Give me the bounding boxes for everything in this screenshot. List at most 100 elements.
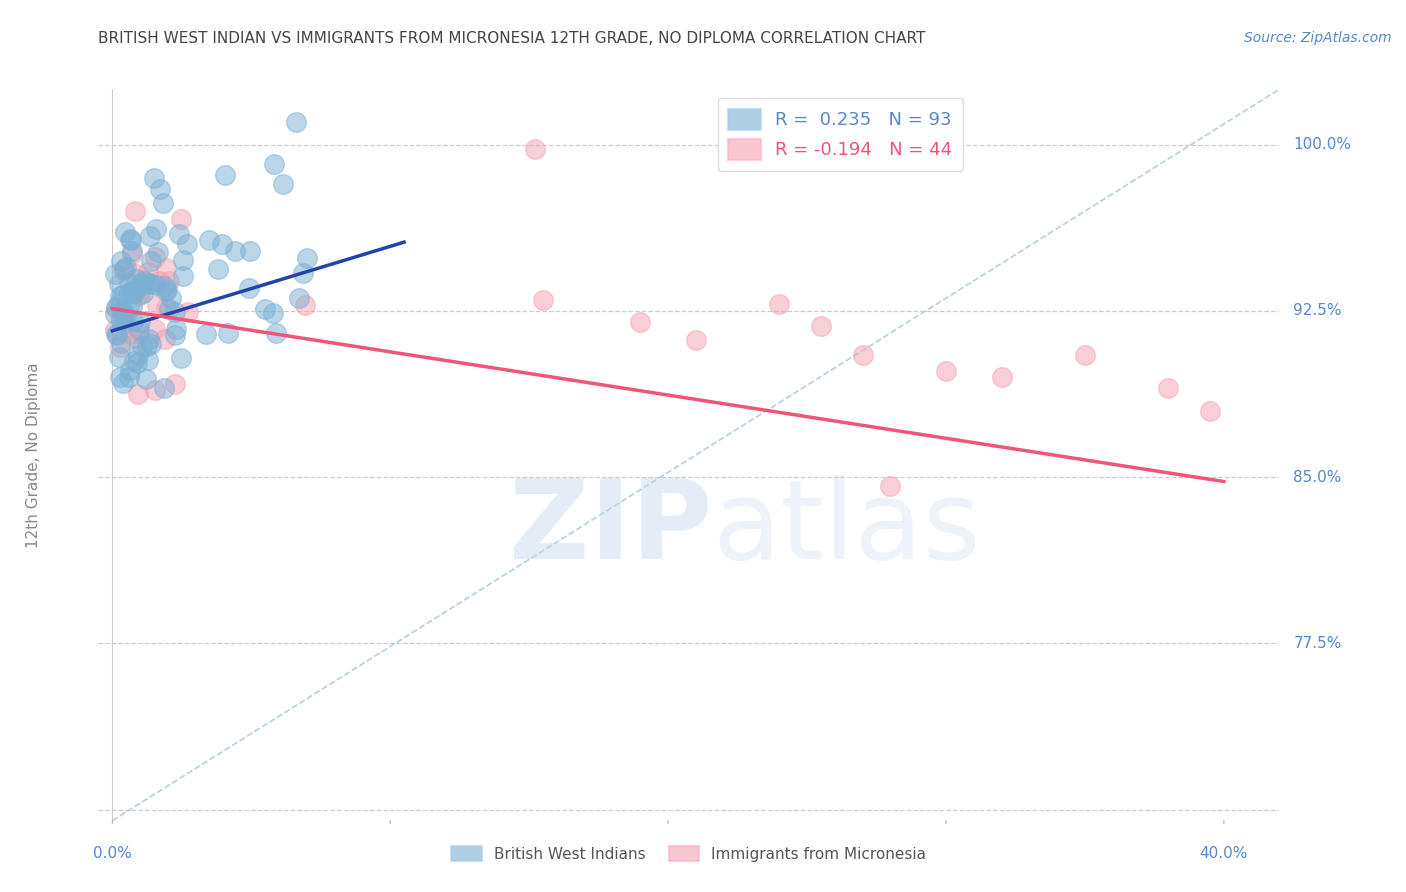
- Point: [135, 372, 157, 386]
- Point: [264, 326, 287, 340]
- Point: [139, 337, 162, 351]
- Point: [159, 291, 181, 305]
- Point: [295, 251, 318, 265]
- Text: ZIP: ZIP: [509, 475, 713, 582]
- Point: [176, 237, 198, 252]
- Point: [852, 348, 875, 362]
- Point: [107, 297, 129, 311]
- Point: [523, 142, 546, 156]
- Point: [207, 261, 229, 276]
- Point: [127, 326, 149, 340]
- Point: [143, 384, 166, 398]
- Point: [170, 211, 193, 226]
- Point: [122, 354, 145, 368]
- Point: [110, 313, 132, 327]
- Point: [124, 286, 146, 301]
- Point: [105, 327, 128, 342]
- Point: [104, 302, 127, 317]
- Point: [108, 340, 131, 354]
- Point: [198, 233, 221, 247]
- Point: [121, 247, 143, 261]
- Point: [121, 244, 143, 258]
- Point: [214, 168, 236, 182]
- Point: [136, 353, 159, 368]
- Point: [253, 302, 276, 317]
- Point: [112, 309, 135, 323]
- Point: [155, 279, 177, 293]
- Point: [143, 322, 166, 336]
- Point: [155, 284, 177, 298]
- Point: [163, 305, 186, 319]
- Point: [531, 293, 554, 307]
- Point: [990, 370, 1012, 384]
- Point: [127, 386, 149, 401]
- Point: [754, 137, 776, 152]
- Text: 100.0%: 100.0%: [1294, 137, 1351, 153]
- Point: [124, 204, 146, 219]
- Point: [127, 288, 149, 302]
- Point: [118, 363, 141, 377]
- Point: [112, 288, 135, 302]
- Point: [108, 351, 131, 365]
- Point: [134, 274, 156, 288]
- Point: [153, 332, 176, 346]
- Point: [114, 225, 136, 239]
- Point: [104, 267, 127, 281]
- Point: [118, 286, 141, 301]
- Text: 0.0%: 0.0%: [93, 846, 132, 861]
- Point: [294, 298, 316, 312]
- Point: [121, 284, 143, 298]
- Point: [136, 265, 159, 279]
- Point: [127, 348, 149, 362]
- Point: [120, 232, 142, 246]
- Text: 77.5%: 77.5%: [1294, 636, 1341, 651]
- Point: [138, 332, 160, 346]
- Point: [152, 196, 174, 211]
- Point: [149, 182, 172, 196]
- Point: [155, 301, 177, 316]
- Point: [110, 254, 132, 268]
- Point: [879, 479, 901, 493]
- Point: [177, 304, 200, 318]
- Point: [118, 276, 141, 290]
- Point: [122, 283, 145, 297]
- Point: [224, 244, 246, 258]
- Point: [935, 364, 957, 378]
- Point: [131, 278, 153, 293]
- Point: [111, 262, 134, 277]
- Point: [115, 260, 138, 274]
- Point: [128, 323, 150, 337]
- Point: [118, 299, 141, 313]
- Text: 85.0%: 85.0%: [1294, 469, 1341, 484]
- Point: [132, 273, 155, 287]
- Point: [105, 300, 128, 314]
- Point: [1074, 348, 1097, 362]
- Point: [129, 287, 152, 301]
- Text: 92.5%: 92.5%: [1294, 303, 1341, 318]
- Point: [138, 228, 160, 243]
- Point: [131, 285, 153, 300]
- Point: [148, 274, 170, 288]
- Point: [111, 302, 134, 317]
- Point: [120, 233, 142, 247]
- Point: [141, 277, 163, 291]
- Text: BRITISH WEST INDIAN VS IMMIGRANTS FROM MICRONESIA 12TH GRADE, NO DIPLOMA CORRELA: BRITISH WEST INDIAN VS IMMIGRANTS FROM M…: [98, 31, 925, 46]
- Point: [129, 314, 152, 328]
- Point: [110, 335, 132, 350]
- Text: atlas: atlas: [713, 475, 981, 582]
- Point: [131, 339, 153, 353]
- Point: [146, 244, 169, 259]
- Point: [157, 302, 180, 317]
- Point: [165, 322, 187, 336]
- Point: [143, 251, 166, 265]
- Legend: British West Indians, Immigrants from Micronesia: British West Indians, Immigrants from Mi…: [446, 839, 932, 868]
- Point: [118, 370, 141, 384]
- Point: [263, 157, 285, 171]
- Point: [211, 237, 233, 252]
- Point: [170, 351, 193, 366]
- Point: [112, 262, 135, 277]
- Point: [152, 381, 174, 395]
- Point: [217, 326, 239, 340]
- Point: [239, 244, 262, 258]
- Point: [145, 278, 167, 293]
